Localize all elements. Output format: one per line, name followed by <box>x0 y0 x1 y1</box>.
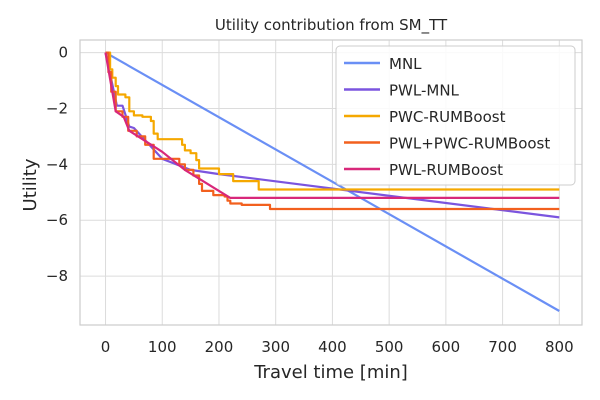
series-line-pwc-rumboost <box>105 51 560 191</box>
y-tick-label: −2 <box>46 99 68 117</box>
series-line-mnl <box>104 51 560 312</box>
legend-label: PWL-MNL <box>389 82 460 100</box>
legend-box <box>335 45 576 186</box>
legend: MNL PWL-MNL PWC-RUMBoost PWL+PWC-RUMBoost PW… <box>335 45 576 186</box>
legend-label: MNL <box>389 55 422 73</box>
series-line-pwl-pwc-rumboost <box>105 51 560 211</box>
y-tick-label: −6 <box>46 211 68 229</box>
y-tick-label: −4 <box>46 155 68 173</box>
chart-title: Utility contribution from SM_TT <box>215 16 448 35</box>
legend-label: PWL+PWC-RUMBoost <box>389 135 550 153</box>
x-tick-label: 500 <box>375 338 404 356</box>
x-tick-label: 300 <box>261 338 290 356</box>
plot-frame <box>79 39 583 326</box>
legend-label: PWL-RUMBoost <box>389 161 503 179</box>
legend-label: PWC-RUMBoost <box>389 108 506 126</box>
series-line-pwl-mnl <box>104 52 560 219</box>
x-tick-label: 600 <box>432 338 461 356</box>
x-tick-label: 700 <box>488 338 517 356</box>
series-line-pwl-rumboost <box>104 52 560 199</box>
tick-labels: 0 100 200 300 400 500 600 700 800 0 −2 −4 −6 −8 <box>46 44 574 356</box>
y-tick-label: 0 <box>58 44 68 62</box>
x-tick-label: 400 <box>318 338 347 356</box>
series-layer <box>104 51 560 312</box>
x-tick-label: 200 <box>205 338 234 356</box>
x-tick-label: 800 <box>545 338 574 356</box>
x-tick-label: 100 <box>148 338 177 356</box>
x-tick-label: 0 <box>101 338 111 356</box>
y-tick-label: −8 <box>46 267 68 285</box>
y-axis-title: Utility <box>20 158 41 211</box>
x-axis-title: Travel time [min] <box>253 362 408 383</box>
